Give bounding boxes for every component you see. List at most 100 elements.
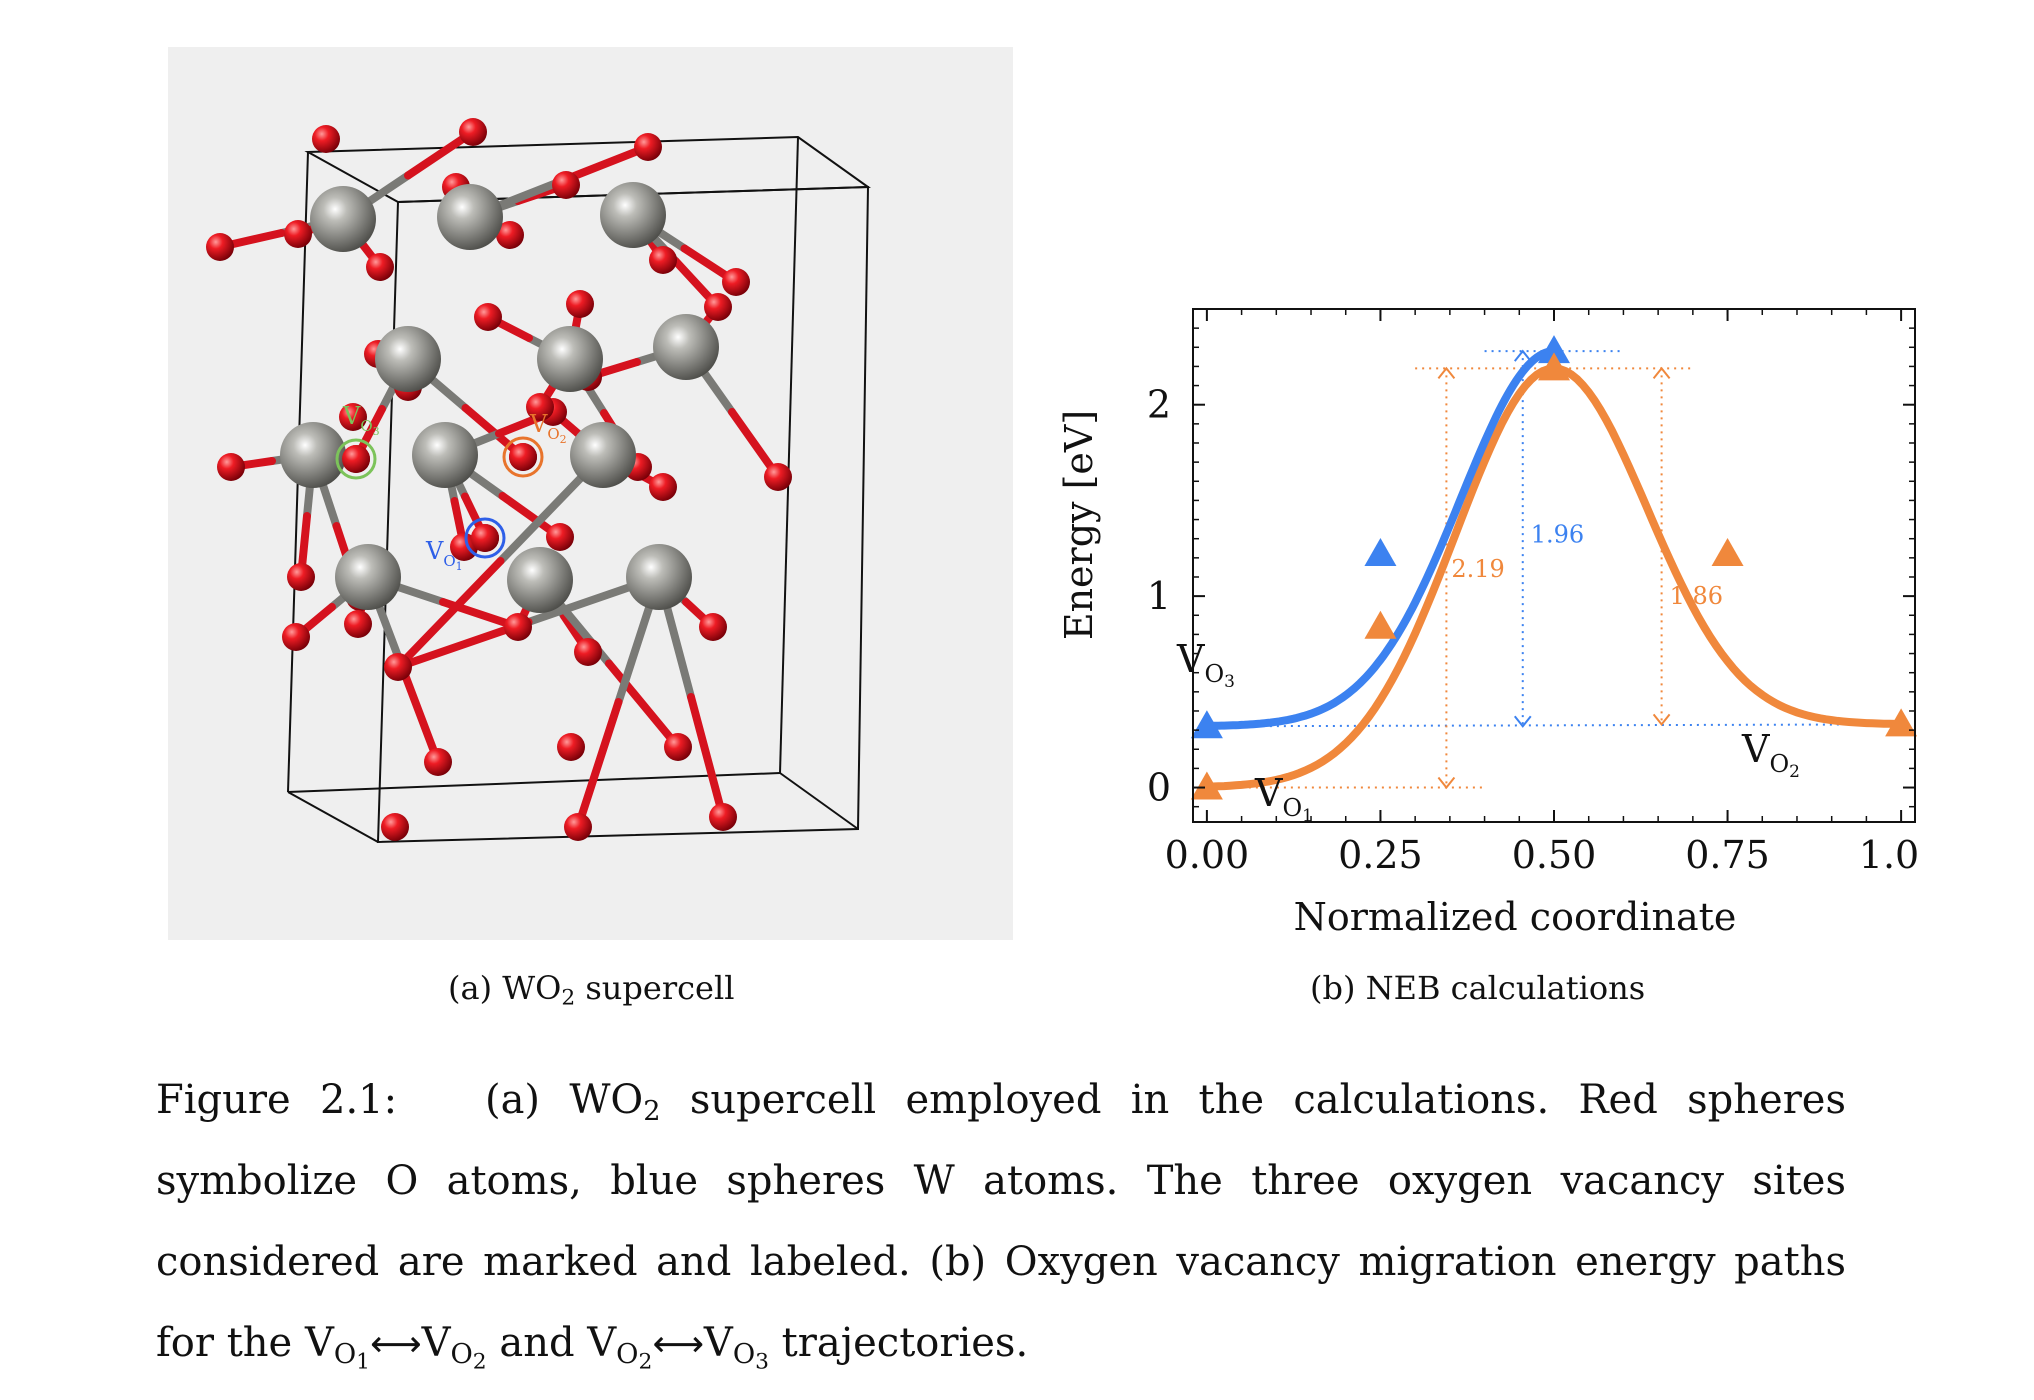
- oxygen-atom: [474, 303, 502, 331]
- oxygen-atom: [366, 253, 394, 281]
- tungsten-atom: [375, 326, 441, 392]
- oxygen-atom: [557, 733, 585, 761]
- series-orange-point: [1364, 610, 1397, 639]
- vacancy-vo1-marker: [464, 517, 506, 559]
- oxygen-atom: [649, 473, 677, 501]
- oxygen-atom: [459, 118, 487, 146]
- guide-lines: [1206, 349, 1902, 790]
- x-tick-label: 0.25: [1338, 833, 1423, 877]
- subcaption-a: (a) WO2 supercell: [448, 969, 735, 1011]
- plot-frame: [1192, 308, 1916, 823]
- bond-o: [574, 698, 623, 831]
- oxygen-atom: [424, 748, 452, 776]
- series-blue-point: [1364, 538, 1397, 567]
- oxygen-atom: [496, 221, 524, 249]
- guide-line: [1206, 723, 1902, 728]
- series-curves: [1202, 347, 1906, 791]
- tungsten-atom: [412, 422, 478, 488]
- vacancy-vo2-label: VO2: [529, 410, 567, 446]
- annotation-2-19: 2.19: [1451, 555, 1504, 583]
- x-tick-label: 0.75: [1685, 833, 1770, 877]
- y-tick-label: 0: [1147, 766, 1171, 810]
- tungsten-atom: [310, 186, 376, 252]
- wo2-supercell-panel: VO3 VO2 VO1: [168, 47, 1013, 940]
- oxygen-atom: [217, 453, 245, 481]
- arrow-head: [1652, 366, 1671, 379]
- oxygen-atom: [649, 246, 677, 274]
- arrow-head: [1437, 776, 1456, 790]
- oxygen-atom: [634, 133, 662, 161]
- tungsten-atom: [507, 547, 573, 613]
- endpoint-label-vo1: VO1: [1254, 771, 1313, 826]
- oxygen-atom: [509, 443, 537, 471]
- vo3-symbol: VO3: [703, 1320, 769, 1375]
- tungsten-atom: [537, 326, 603, 392]
- x-tick-label: 0.50: [1512, 833, 1597, 877]
- x-tick-label: 1.00: [1859, 833, 1920, 877]
- series-blue-point: [1190, 710, 1223, 739]
- plot-area-border: [1192, 308, 1916, 823]
- series-orange-point: [1538, 352, 1570, 381]
- arrow-head: [1513, 715, 1532, 728]
- axis-ticks: 0.00 0.25 0.50 0.75 1.00 0 1 2: [1147, 309, 1920, 877]
- subcaption-b: (b) NEB calculations: [1310, 969, 1646, 1007]
- x-tick-label: 0.00: [1165, 833, 1250, 877]
- bond-o: [394, 557, 505, 671]
- y-tick-label: 1: [1147, 574, 1171, 618]
- oxygen-atom: [574, 638, 602, 666]
- oxygen-atom: [566, 290, 594, 318]
- oxygen-atom: [384, 653, 412, 681]
- oxygen-atom: [504, 613, 532, 641]
- y-tick-label: 2: [1147, 383, 1171, 427]
- vacancy-vo2-marker: [502, 436, 544, 478]
- oxygen-atom: [526, 393, 554, 421]
- oxygen-atom: [552, 171, 580, 199]
- oxygen-atom: [282, 623, 310, 651]
- series-orange-point: [1711, 538, 1744, 567]
- vacancy-vo3-marker: [335, 438, 377, 480]
- annotation-1-86: 1.86: [1670, 582, 1723, 610]
- oxygen-atom: [704, 293, 732, 321]
- tungsten-atom: [437, 184, 503, 250]
- series-orange-point: [1190, 771, 1223, 800]
- tungsten-atom: [653, 314, 719, 380]
- oxygen-atom: [339, 403, 367, 431]
- oxygen-atom: [344, 610, 372, 638]
- oxygen-atom: [342, 445, 370, 473]
- series-orange-line: [1202, 364, 1906, 791]
- vo2-symbol: VO2: [421, 1320, 487, 1375]
- annotation-1-96: 1.96: [1531, 521, 1584, 549]
- arrow-head: [1652, 713, 1671, 726]
- figure-label: Figure 2.1:: [156, 1077, 398, 1123]
- oxygen-atom: [664, 733, 692, 761]
- endpoint-label-vo2: VO2: [1741, 727, 1800, 782]
- oxygen-atom: [284, 220, 312, 248]
- wo2-supercell-image: VO3 VO2 VO1: [206, 118, 871, 844]
- series-blue-line: [1202, 347, 1558, 730]
- bond-o: [687, 693, 727, 821]
- x-axis-label: Normalized coordinate: [1294, 895, 1737, 939]
- bond-o: [399, 665, 442, 766]
- oxygen-atom: [206, 233, 234, 261]
- arrow-head: [1437, 366, 1456, 379]
- oxygen-atom: [546, 523, 574, 551]
- oxygen-atom: [699, 613, 727, 641]
- vacancy-vo3-label: VO3: [342, 402, 380, 438]
- oxygen-atom: [722, 268, 750, 296]
- tungsten-atom: [570, 422, 636, 488]
- vo1-symbol: VO1: [304, 1320, 370, 1375]
- oxygen-atom: [287, 563, 315, 591]
- series-markers: [1190, 335, 1918, 800]
- tungsten-atom: [335, 544, 401, 610]
- oxygen-atom: [312, 125, 340, 153]
- series-blue-point: [1538, 335, 1570, 364]
- oxygen-atom: [709, 803, 737, 831]
- oxygen-atom: [564, 813, 592, 841]
- oxygen-atom: [450, 533, 478, 561]
- vacancy-vo1-label: VO1: [425, 537, 463, 573]
- bond-o: [605, 659, 682, 751]
- oxygen-atom: [381, 813, 409, 841]
- atoms: [206, 118, 792, 841]
- neb-chart: 0.00 0.25 0.50 0.75 1.00 0 1 2 1.96 2.19 1.86 V…: [1057, 308, 1920, 939]
- tungsten-atom: [626, 544, 692, 610]
